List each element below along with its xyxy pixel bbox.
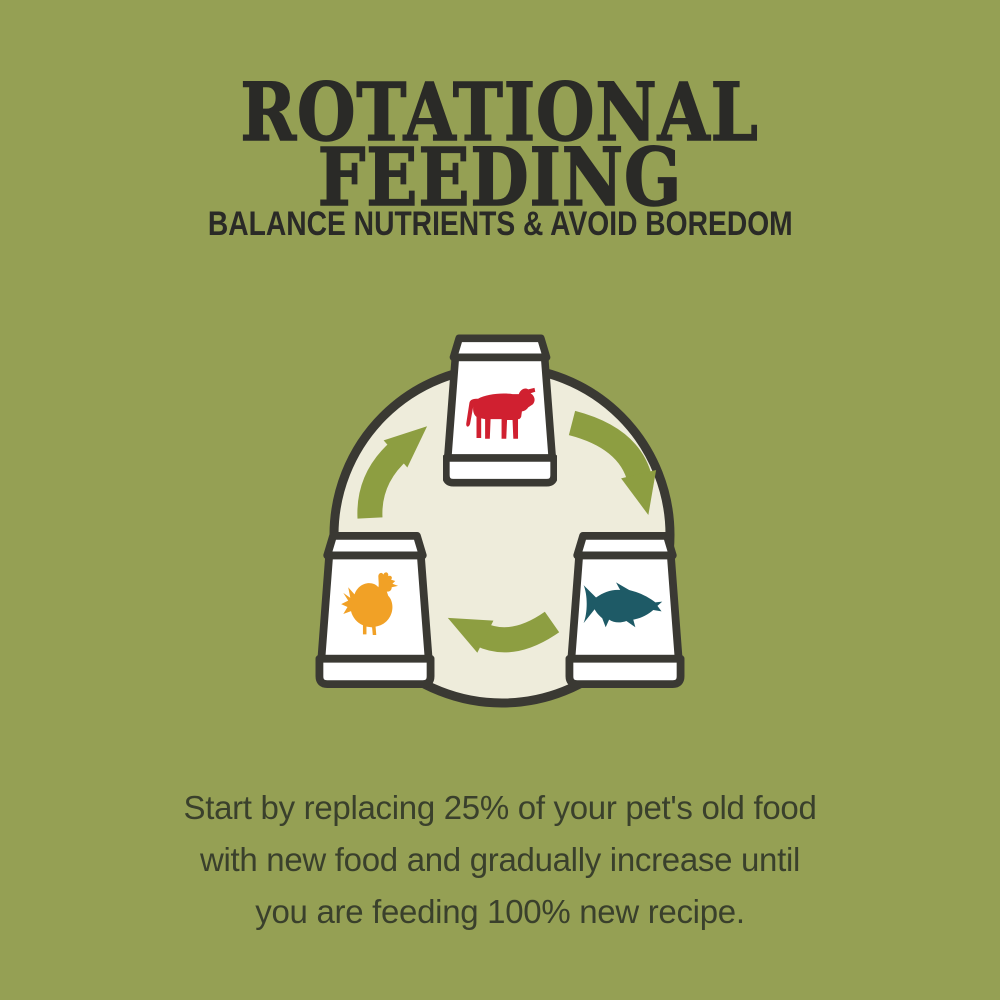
page-title-line-1: ROTATIONAL: [0, 65, 1000, 159]
title-text-rotational: ROTATIONAL: [240, 65, 760, 159]
arrow-fish-to-chicken-icon: [447, 611, 560, 653]
fish-icon: [583, 582, 663, 628]
bag-bottom-seal: [443, 454, 557, 487]
instructions-line-2: with new food and gradually increase unt…: [199, 841, 801, 878]
bag-bottom-seal: [315, 654, 435, 688]
bag-top-seal: [323, 532, 427, 560]
fish-food-bag: [565, 532, 685, 688]
subtitle: BALANCE NUTRIENTS & AVOID BOREDOM: [0, 204, 1000, 244]
instructions-text: Start by replacing 25% of your pet's old…: [0, 782, 1000, 938]
page-title-line-2: FEEDING: [0, 130, 1000, 224]
beef-food-bag: [443, 334, 557, 487]
rotation-cycle-diagram: [315, 334, 685, 708]
chicken-icon: [341, 572, 399, 636]
bag-bottom-seal: [565, 654, 685, 688]
instructions-line-3: you are feeding 100% new recipe.: [255, 893, 745, 930]
arrow-beef-to-fish-icon: [568, 410, 657, 516]
instructions-line-1: Start by replacing 25% of your pet's old…: [183, 789, 817, 826]
arrow-chicken-to-beef-icon: [357, 426, 428, 519]
chicken-food-bag: [315, 532, 435, 688]
cow-icon: [466, 387, 536, 439]
subtitle-text: BALANCE NUTRIENTS & AVOID BOREDOM: [207, 205, 793, 243]
bag-top-seal: [573, 532, 677, 560]
bag-top-seal: [449, 334, 551, 362]
title-text-feeding: FEEDING: [317, 130, 683, 224]
